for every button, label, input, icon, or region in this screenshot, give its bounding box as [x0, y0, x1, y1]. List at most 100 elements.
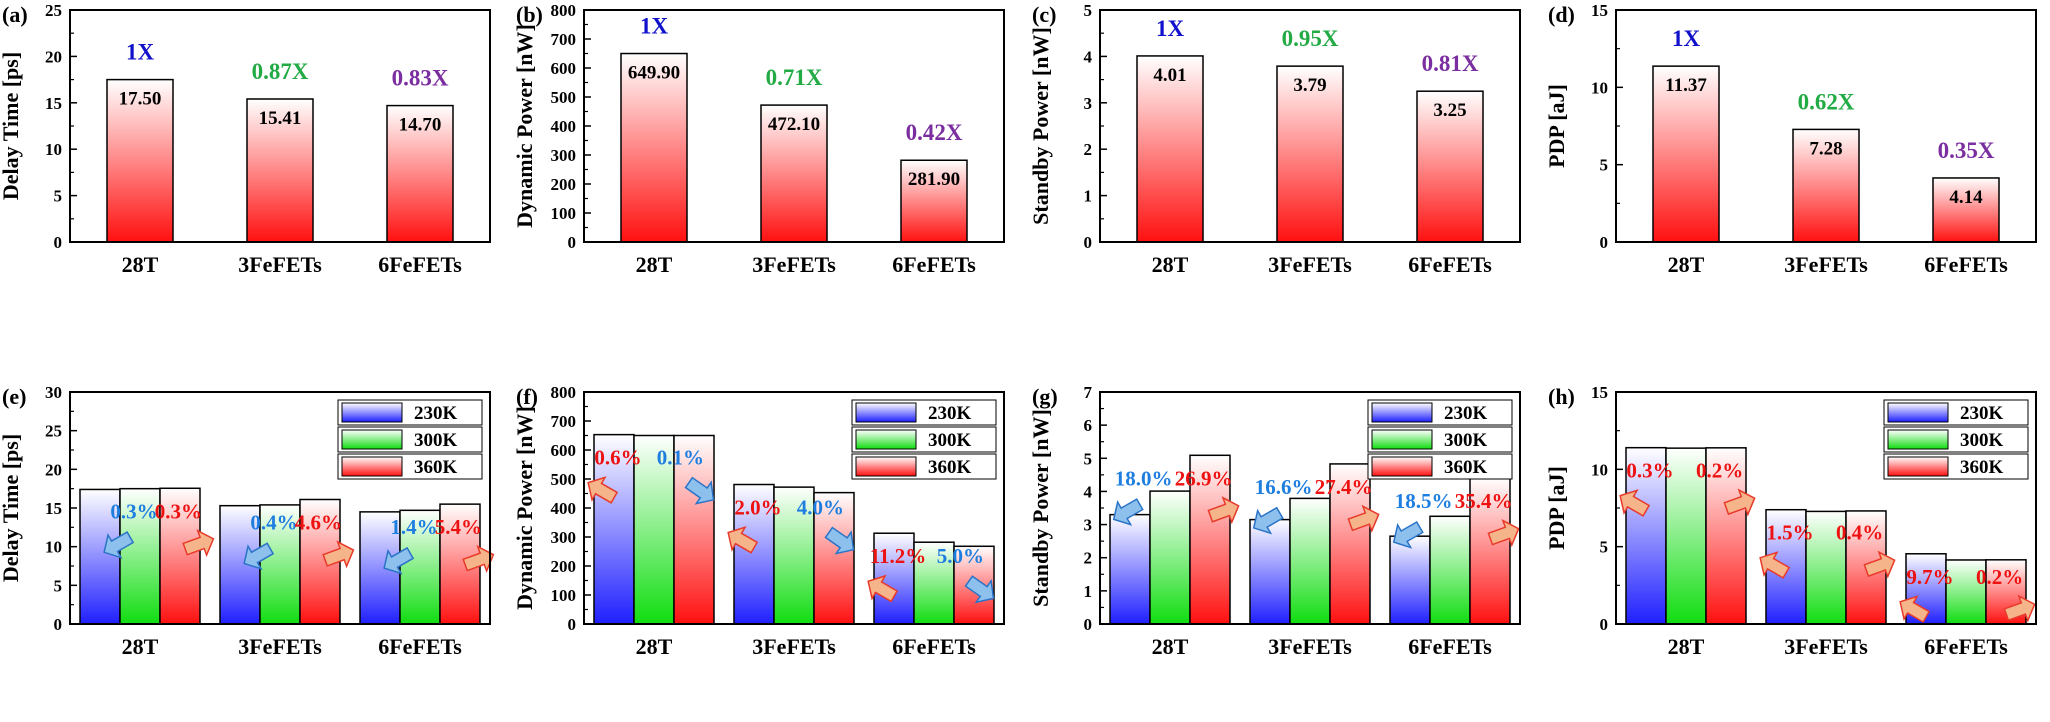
- x-tick-label: 28T: [122, 634, 159, 659]
- red-arrow-icon: [182, 529, 215, 558]
- x-tick-label: 6FeFETs: [1924, 252, 2008, 277]
- x-tick-label: 6FeFETs: [1924, 634, 2008, 659]
- y-tick-label: 800: [551, 1, 577, 20]
- ratio-label: 0.42X: [906, 120, 963, 145]
- legend-swatch: [1887, 456, 1949, 477]
- y-tick-label: 0: [1084, 233, 1093, 252]
- y-tick-label: 20: [45, 47, 62, 66]
- bar: [620, 52, 688, 243]
- y-tick-label: 400: [551, 499, 577, 518]
- x-tick-label: 28T: [122, 252, 159, 277]
- bar-value-label: 649.90: [628, 63, 680, 84]
- x-tick-label: 3FeFETs: [1268, 634, 1352, 659]
- legend-label: 230K: [414, 403, 458, 424]
- legend-swatch: [341, 429, 403, 450]
- annotation-label: 0.3%: [155, 499, 202, 523]
- legend-label: 230K: [1444, 403, 1488, 424]
- red-arrow-icon: [1619, 489, 1651, 517]
- blue-arrow-icon: [964, 575, 995, 604]
- plot-frame: [1099, 9, 1521, 243]
- bar-300K: [259, 504, 301, 625]
- bar-300K: [1149, 490, 1191, 625]
- y-tick-label: 600: [551, 59, 577, 78]
- y-axis-label: PDP [aJ]: [1544, 84, 1569, 168]
- annotation-label: 1.5%: [1766, 521, 1813, 545]
- annotation-label: 9.7%: [1906, 565, 1953, 589]
- bar-300K: [1289, 497, 1331, 625]
- y-tick-label: 10: [1591, 460, 1608, 479]
- y-tick-label: 5: [1084, 1, 1093, 20]
- plot-frame: [1615, 9, 2037, 243]
- y-tick-label: 2: [1084, 140, 1093, 159]
- blue-arrow-icon: [383, 546, 415, 575]
- bar: [1276, 65, 1344, 243]
- legend-label: 360K: [1960, 457, 2004, 478]
- y-tick-label: 0: [54, 233, 63, 252]
- plot-frame: [583, 9, 1005, 243]
- legend-swatch: [1371, 402, 1433, 423]
- y-tick-label: 800: [551, 383, 577, 402]
- legend-swatch: [1371, 456, 1433, 477]
- y-tick-label: 25: [45, 422, 62, 441]
- blue-arrow-icon: [824, 526, 855, 555]
- annotation-label: 1.4%: [390, 515, 437, 539]
- legend-label: 300K: [928, 430, 972, 451]
- bar-360K: [673, 434, 715, 625]
- x-tick-label: 6FeFETs: [892, 252, 976, 277]
- y-tick-label: 4: [1084, 482, 1093, 501]
- bar-value-label: 3.79: [1293, 75, 1326, 96]
- x-tick-label: 28T: [1668, 252, 1705, 277]
- bar-230K: [1249, 518, 1291, 625]
- red-arrow-icon: [1723, 488, 1756, 517]
- y-tick-label: 5: [1084, 449, 1093, 468]
- bar-value-label: 7.28: [1809, 138, 1842, 159]
- annotation-label: 35.4%: [1455, 489, 1513, 513]
- panel-label: (g): [1032, 384, 1058, 409]
- bar: [1932, 177, 2000, 243]
- x-tick-label: 6FeFETs: [1408, 634, 1492, 659]
- y-tick-label: 15: [1591, 1, 1608, 20]
- panel-label: (h): [1548, 384, 1575, 409]
- y-tick-label: 300: [551, 528, 577, 547]
- y-axis-label: PDP [aJ]: [1544, 466, 1569, 550]
- y-tick-label: 15: [1591, 383, 1608, 402]
- legend-label: 300K: [414, 430, 458, 451]
- y-axis-label: Dynamic Power [nW]: [512, 406, 537, 610]
- bar-360K: [1469, 477, 1511, 625]
- y-tick-label: 25: [45, 1, 62, 20]
- ratio-label: 0.87X: [252, 59, 309, 84]
- plot-frame: [69, 9, 491, 243]
- ratio-label: 1X: [640, 14, 669, 39]
- ratio-label: 0.71X: [766, 65, 823, 90]
- annotation-label: 0.2%: [1696, 459, 1743, 483]
- bar-300K: [773, 486, 815, 625]
- x-tick-label: 3FeFETs: [1784, 252, 1868, 277]
- panel-a: (a) Delay Time [ps] 0 5 10 15 20 25 28T 3FeFETs 6F…: [0, 1, 491, 277]
- bar-300K: [1429, 515, 1471, 625]
- panel-label: (d): [1548, 2, 1575, 27]
- y-tick-label: 3: [1084, 516, 1093, 535]
- bar-300K: [1945, 559, 1987, 625]
- red-arrow-icon: [1207, 496, 1240, 525]
- y-tick-label: 15: [45, 499, 62, 518]
- y-tick-label: 1: [1084, 582, 1093, 601]
- ratio-label: 1X: [1672, 26, 1701, 51]
- ratio-label: 0.83X: [392, 66, 449, 91]
- legend-swatch: [341, 402, 403, 423]
- y-tick-label: 600: [551, 441, 577, 460]
- panel-label: (e): [2, 384, 26, 409]
- ratio-label: 0.62X: [1798, 89, 1855, 114]
- legend-label: 360K: [1444, 457, 1488, 478]
- x-tick-label: 6FeFETs: [1408, 252, 1492, 277]
- annotation-label: 16.6%: [1255, 475, 1313, 499]
- annotation-label: 18.0%: [1115, 466, 1173, 490]
- y-tick-label: 20: [45, 460, 62, 479]
- bar-230K: [79, 488, 121, 625]
- blue-arrow-icon: [243, 542, 275, 571]
- y-tick-label: 0: [1600, 615, 1609, 634]
- x-tick-label: 28T: [1152, 634, 1189, 659]
- y-tick-label: 100: [551, 586, 577, 605]
- bar: [760, 104, 828, 243]
- annotation-label: 0.2%: [1976, 565, 2023, 589]
- y-tick-label: 10: [45, 538, 62, 557]
